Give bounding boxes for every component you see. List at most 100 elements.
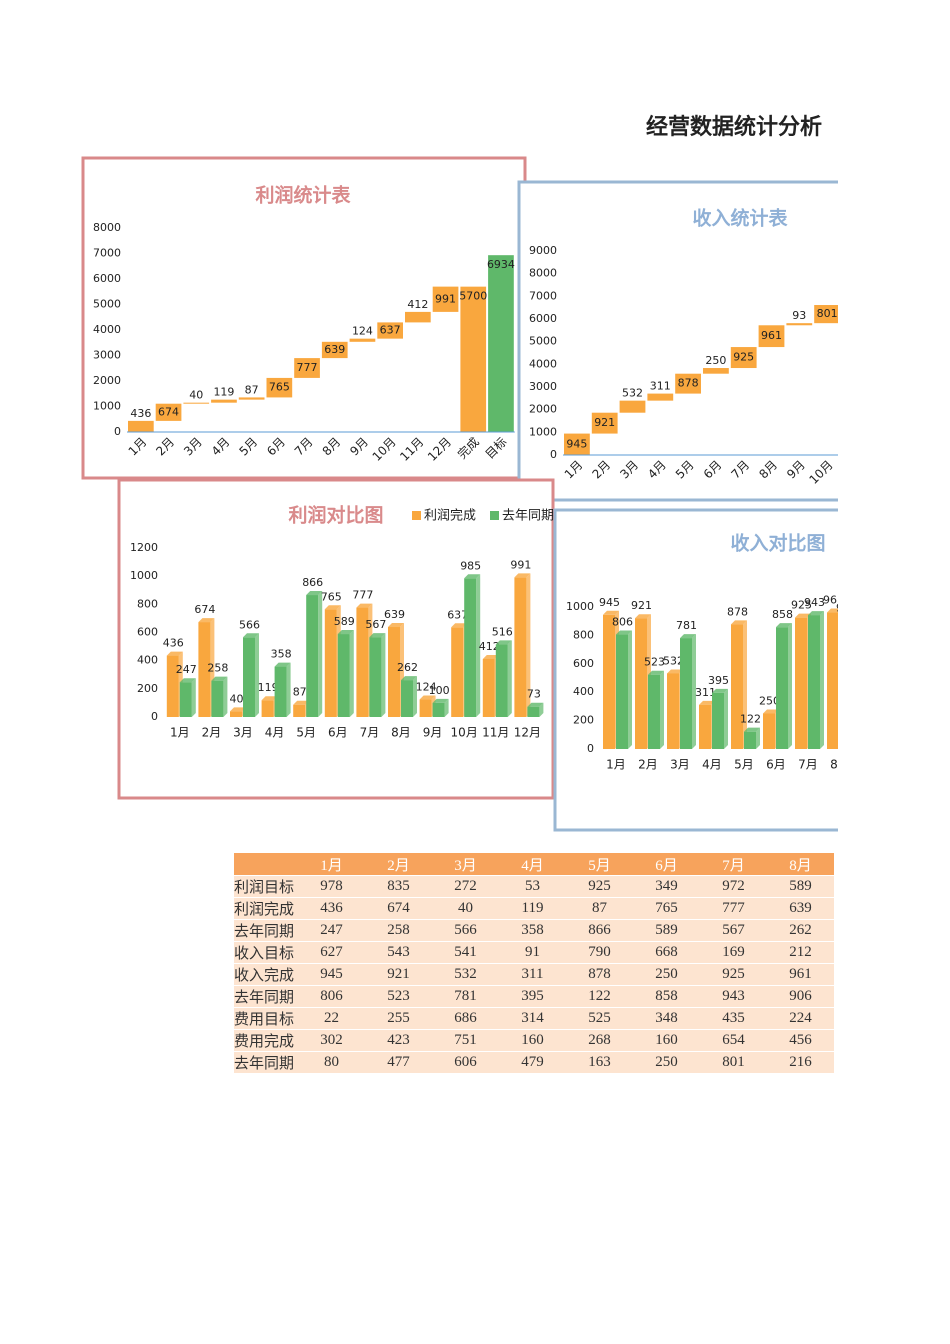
bar-top <box>179 678 196 683</box>
column-header: 8月 <box>767 853 834 876</box>
bar <box>731 624 743 749</box>
x-tick-label: 6月 <box>766 758 786 772</box>
y-tick-label: 1000 <box>566 600 594 613</box>
bar-top <box>776 623 792 628</box>
bar-side <box>223 676 228 717</box>
bar-top <box>432 698 449 703</box>
data-label: 87 <box>245 383 259 396</box>
y-tick-label: 600 <box>573 657 594 670</box>
legend-label: 去年同期 <box>502 509 554 524</box>
data-label: 6934 <box>487 258 515 271</box>
bar-top <box>261 696 278 701</box>
table-row: 去年同期 247 258 566 358 866 589 567 262 <box>234 919 834 942</box>
bar <box>324 609 337 717</box>
bar <box>155 403 182 421</box>
data-label: 250 <box>705 354 726 367</box>
x-tick-label: 4月 <box>265 726 285 740</box>
column-header: 6月 <box>633 853 700 876</box>
cell: 866 <box>566 919 633 942</box>
bar <box>648 674 660 749</box>
bar <box>405 311 431 323</box>
chart-frame <box>81 156 527 480</box>
cell: 477 <box>365 1051 432 1074</box>
bar-top <box>293 700 310 705</box>
cell: 525 <box>566 1007 633 1030</box>
y-tick-label: 1200 <box>130 541 158 554</box>
data-label: 921 <box>594 416 615 429</box>
bar <box>616 634 628 749</box>
y-tick-label: 200 <box>137 682 158 695</box>
x-tick-label: 2月 <box>202 726 222 740</box>
data-label: 5700 <box>459 290 487 303</box>
bar-top <box>166 651 183 656</box>
column-header: 1月 <box>298 853 365 876</box>
cell: 781 <box>432 985 499 1008</box>
data-label: 124 <box>416 681 437 694</box>
data-label: 639 <box>384 608 405 621</box>
cell: 543 <box>365 941 432 964</box>
data-label: 801 <box>817 307 838 320</box>
bar <box>591 412 618 434</box>
bar <box>266 377 293 398</box>
cell: 423 <box>365 1029 432 1052</box>
data-label: 40 <box>230 692 244 705</box>
x-tick-label: 1月 <box>170 726 190 740</box>
cell: 250 <box>633 963 700 986</box>
data-label: 124 <box>352 325 373 338</box>
cell: 858 <box>633 985 700 1008</box>
data-label: 781 <box>676 619 697 632</box>
bar-top <box>527 702 544 707</box>
bar-top <box>514 573 531 578</box>
data-label: 637 <box>380 324 401 337</box>
bar-top <box>419 695 436 700</box>
cell: 589 <box>633 919 700 942</box>
bar-side <box>444 698 449 717</box>
data-label: 961 <box>761 329 782 342</box>
bar <box>667 673 679 749</box>
cell: 395 <box>499 985 566 1008</box>
table-row: 去年同期 806 523 781 395 122 858 943 906 <box>234 985 834 1008</box>
column-header: 4月 <box>499 853 566 876</box>
cell: 250 <box>633 1051 700 1074</box>
bar-side <box>413 676 417 717</box>
y-tick-label: 4000 <box>529 357 557 370</box>
bar-side <box>318 591 323 717</box>
bar <box>488 255 514 432</box>
cell: 567 <box>700 919 767 942</box>
cell: 160 <box>499 1029 566 1052</box>
bar-top <box>648 670 664 675</box>
cell: 87 <box>566 897 633 920</box>
cell: 268 <box>566 1029 633 1052</box>
cell: 945 <box>298 963 365 986</box>
bar-top <box>635 614 651 619</box>
cell: 654 <box>700 1029 767 1052</box>
bar <box>795 617 807 749</box>
bar-side <box>526 573 531 717</box>
bar <box>349 338 376 342</box>
bar <box>744 731 756 749</box>
x-tick-label: 8月 <box>830 758 838 772</box>
data-label: 436 <box>163 637 184 650</box>
table-body: 利润目标 978 835 272 53 925 349 972 589 利润完成 436 674 40 1… <box>234 875 834 1074</box>
cell: 972 <box>700 875 767 898</box>
cell: 348 <box>633 1007 700 1030</box>
column-header: 2月 <box>365 853 432 876</box>
legend-swatch <box>490 511 499 520</box>
bar <box>495 644 508 717</box>
bar-top <box>603 610 619 615</box>
data-label: 395 <box>708 674 729 687</box>
bar <box>211 680 224 717</box>
bar <box>814 305 838 324</box>
data-label: 119 <box>258 681 279 694</box>
cell: 921 <box>365 963 432 986</box>
bar-top <box>356 603 373 608</box>
cell: 91 <box>499 941 566 964</box>
bar-top <box>616 630 632 635</box>
table-row: 费用目标 22 255 686 314 525 348 435 224 <box>234 1007 834 1030</box>
bar-side <box>660 670 664 749</box>
data-label: 921 <box>631 599 652 612</box>
bar <box>808 615 820 749</box>
bar <box>603 614 615 749</box>
bar-top <box>763 709 779 714</box>
